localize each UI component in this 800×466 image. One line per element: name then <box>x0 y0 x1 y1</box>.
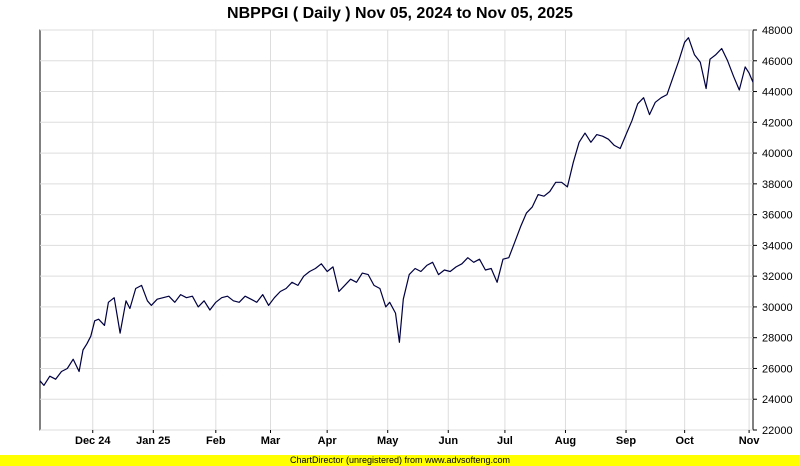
x-tick-label: Apr <box>318 435 338 447</box>
y-tick-label: 46000 <box>762 56 793 68</box>
y-tick-label: 36000 <box>762 210 793 222</box>
y-tick-label: 38000 <box>762 179 793 191</box>
y-tick-label: 48000 <box>762 25 793 37</box>
y-tick-label: 42000 <box>762 117 793 129</box>
x-tick-label: Dec 24 <box>75 435 111 447</box>
y-tick-label: 28000 <box>762 333 793 345</box>
x-tick-label: Nov <box>739 435 761 447</box>
y-tick-label: 26000 <box>762 363 793 375</box>
x-tick-label: Sep <box>616 435 636 447</box>
series-group <box>39 37 754 386</box>
x-tick-label: Jun <box>438 435 458 447</box>
grid-lines <box>40 29 753 431</box>
series-line <box>39 37 754 386</box>
line-chart: NBPPGI ( Daily ) Nov 05, 2024 to Nov 05,… <box>39 5 793 447</box>
plot-area <box>39 29 754 431</box>
y-tick-label: 34000 <box>762 240 793 252</box>
x-tick-label: Oct <box>675 435 694 447</box>
x-tick-label: Jan 25 <box>136 435 170 447</box>
y-axis: 22000 24000 26000 28000 30000 32000 34000 36000… <box>753 25 793 437</box>
y-tick-label: 40000 <box>762 148 793 160</box>
y-tick-label: 24000 <box>762 394 793 406</box>
x-tick-label: May <box>377 435 399 447</box>
x-axis: Dec 24 Jan 25 Feb Mar Apr May Jun Jul Aug Sep Oct N… <box>75 430 760 447</box>
y-tick-label: 22000 <box>762 425 793 437</box>
x-tick-label: Aug <box>555 435 576 447</box>
y-tick-label: 32000 <box>762 271 793 283</box>
y-tick-label: 44000 <box>762 87 793 99</box>
x-tick-label: Feb <box>206 435 226 447</box>
x-tick-label: Jul <box>497 435 513 447</box>
footer-watermark: ChartDirector (unregistered) from www.ad… <box>0 455 800 466</box>
y-tick-label: 30000 <box>762 302 793 314</box>
x-tick-label: Mar <box>261 435 281 447</box>
chart-title: NBPPGI ( Daily ) Nov 05, 2024 to Nov 05,… <box>227 5 573 22</box>
